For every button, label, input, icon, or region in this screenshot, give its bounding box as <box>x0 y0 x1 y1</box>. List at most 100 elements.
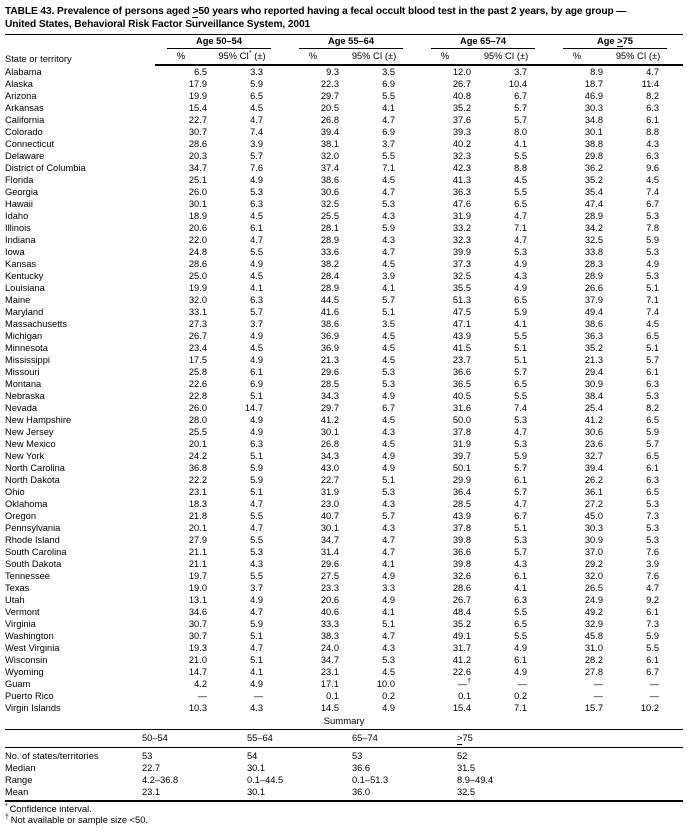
ci-cell: 4.7 <box>382 247 395 258</box>
table-row: Georgia 26.0 5.3 30.6 4.7 36.3 5.5 35.4 7.4 <box>5 186 683 198</box>
summary-value-cell: 30.1 <box>243 785 348 802</box>
percent-cell: 38.1 <box>320 139 339 150</box>
table-row: Connecticut 28.6 3.9 38.1 3.7 40.2 4.1 38.8 4.3 <box>5 138 683 150</box>
ci-cell: 6.5 <box>646 487 659 498</box>
percent-cell: 30.1 <box>584 127 603 138</box>
table-row: Michigan 26.7 4.9 36.9 4.5 43.9 5.5 36.3 6.5 <box>5 330 683 342</box>
summary-row: Mean 23.1 30.1 36.0 32.5 <box>5 785 683 802</box>
ci-cell: — <box>649 691 659 702</box>
percent-cell: 33.8 <box>584 247 603 258</box>
percent-cell: 36.1 <box>584 487 603 498</box>
ci-cell: 14.7 <box>244 403 263 414</box>
percent-cell: 30.3 <box>584 523 603 534</box>
age-group-header: Age 50–54 <box>155 35 287 49</box>
percent-cell: 21.3 <box>320 355 339 366</box>
percent-cell: 28.6 <box>452 583 471 594</box>
ci-cell: 5.5 <box>514 391 527 402</box>
ci-cell: 5.9 <box>250 79 263 90</box>
ci-cell: 3.9 <box>382 271 395 282</box>
ci-cell: 4.7 <box>382 547 395 558</box>
footnote: † Not available or sample size <50. <box>5 813 148 825</box>
age-group-header: Age 55–64 <box>287 35 419 49</box>
percent-cell: 17.9 <box>188 79 207 90</box>
percent-cell: 13.1 <box>188 595 207 606</box>
ci-cell: 5.1 <box>250 391 263 402</box>
table-row: Minnesota 23.4 4.5 36.9 4.5 41.5 5.1 35.2 5.1 <box>5 342 683 354</box>
ci-cell: 5.5 <box>382 91 395 102</box>
table-row: Oklahoma 18.3 4.7 23.0 4.3 28.5 4.7 27.2 5.3 <box>5 498 683 510</box>
percent-cell: 19.9 <box>188 91 207 102</box>
ci-cell: — <box>253 691 263 702</box>
state-cell: New Mexico <box>5 439 56 450</box>
percent-cell: 0.1 <box>326 691 339 702</box>
ci-cell: 6.3 <box>646 103 659 114</box>
state-cell: Washington <box>5 631 54 642</box>
percent-cell: 35.2 <box>452 103 471 114</box>
state-cell: Mississippi <box>5 355 50 366</box>
percent-cell: 38.6 <box>584 319 603 330</box>
ci-cell: 4.5 <box>382 175 395 186</box>
percent-cell: 28.9 <box>584 271 603 282</box>
percent-cell: 47.4 <box>584 199 603 210</box>
ci-cell: 5.9 <box>382 223 395 234</box>
summary-col-header: 50–54 <box>138 729 243 748</box>
ci-cell: 5.3 <box>646 247 659 258</box>
percent-cell: 38.6 <box>320 175 339 186</box>
percent-cell: 22.0 <box>188 235 207 246</box>
state-cell: Missouri <box>5 367 40 378</box>
summary-col-header: 65–74 <box>348 729 453 748</box>
table-row: North Carolina 36.8 5.9 43.0 4.9 50.1 5.7 39.4 6… <box>5 462 683 474</box>
state-cell: Massachusetts <box>5 319 68 330</box>
summary-label-header <box>5 729 138 748</box>
percent-cell: 23.6 <box>584 439 603 450</box>
asterisk-symbol: * <box>248 50 252 58</box>
percent-cell: 37.0 <box>584 547 603 558</box>
ci-cell: 4.5 <box>382 415 395 426</box>
percent-cell: 28.4 <box>320 271 339 282</box>
ci-cell: 4.9 <box>250 415 263 426</box>
percent-cell: 28.6 <box>188 259 207 270</box>
ci-cell: 5.9 <box>514 307 527 318</box>
ci-cell: 7.1 <box>646 295 659 306</box>
ci-header: 95% CI (±) <box>339 49 419 67</box>
state-cell: Oklahoma <box>5 499 48 510</box>
percent-cell: 28.9 <box>584 211 603 222</box>
percent-cell: — <box>197 691 207 702</box>
percent-cell: 32.5 <box>584 235 603 246</box>
ci-cell: 6.1 <box>646 463 659 474</box>
state-cell: Pennsylvania <box>5 523 61 534</box>
state-cell: Wyoming <box>5 667 44 678</box>
percent-cell: 26.2 <box>584 475 603 486</box>
ci-cell: 5.7 <box>250 307 263 318</box>
percent-cell: 30.6 <box>320 187 339 198</box>
ci-cell: — <box>649 679 659 690</box>
ci-cell: 5.5 <box>514 631 527 642</box>
ci-cell: 5.7 <box>514 547 527 558</box>
percent-cell: 22.3 <box>320 79 339 90</box>
percent-cell: 23.0 <box>320 499 339 510</box>
ci-cell: 4.7 <box>514 427 527 438</box>
percent-cell: 9.3 <box>326 67 339 78</box>
ci-cell: 5.3 <box>382 367 395 378</box>
percent-cell: 48.4 <box>452 607 471 618</box>
ci-cell: 4.9 <box>382 391 395 402</box>
ci-cell: 6.5 <box>514 619 527 630</box>
percent-cell: 25.5 <box>320 211 339 222</box>
percent-cell: 21.0 <box>188 655 207 666</box>
percent-cell: 8.9 <box>590 67 603 78</box>
ci-cell: 7.1 <box>514 703 527 714</box>
percent-cell: 33.6 <box>320 247 339 258</box>
ci-cell: 6.1 <box>514 655 527 666</box>
summary-value-cell: 31.5 <box>457 762 476 773</box>
table-row: Iowa 24.8 5.5 33.6 4.7 39.9 5.3 33.8 5.3 <box>5 246 683 258</box>
ci-cell: 5.3 <box>646 499 659 510</box>
age-group-header: Age >75 <box>551 35 683 50</box>
ci-cell: 11.4 <box>641 79 659 90</box>
table-row: Idaho 18.9 4.5 25.5 4.3 31.9 4.7 28.9 5.3 <box>5 210 683 222</box>
ci-cell: 4.3 <box>382 211 395 222</box>
state-cell: Virginia <box>5 619 36 630</box>
ci-cell: 7.1 <box>382 163 395 174</box>
state-cell: Wisconsin <box>5 655 48 666</box>
ci-cell: 5.5 <box>514 331 527 342</box>
